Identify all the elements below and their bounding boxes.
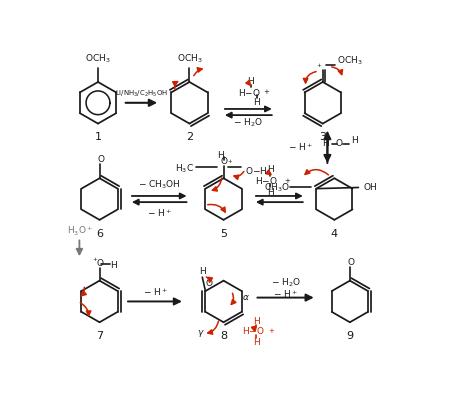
Text: O: O xyxy=(98,155,105,164)
Text: 3: 3 xyxy=(319,132,326,142)
Text: O: O xyxy=(220,157,227,166)
Text: H: H xyxy=(322,139,329,148)
Text: $-$ H$_2$O: $-$ H$_2$O xyxy=(233,117,264,129)
Text: $\gamma$: $\gamma$ xyxy=(197,328,205,339)
Text: H: H xyxy=(247,77,254,86)
Text: 1: 1 xyxy=(94,132,101,142)
Text: OH: OH xyxy=(363,183,377,192)
Text: +: + xyxy=(263,89,269,95)
Text: OCH$_3$: OCH$_3$ xyxy=(337,54,363,67)
Text: $\alpha$: $\alpha$ xyxy=(242,293,250,302)
Text: H: H xyxy=(351,136,357,145)
Text: O: O xyxy=(348,258,355,267)
Text: H$-$O: H$-$O xyxy=(238,87,261,97)
Text: +: + xyxy=(228,159,232,164)
Text: H: H xyxy=(253,317,259,326)
Text: O: O xyxy=(206,279,213,288)
Text: O$-$H: O$-$H xyxy=(245,165,268,176)
Text: H: H xyxy=(253,338,259,347)
Text: H$-$O: H$-$O xyxy=(242,325,264,336)
Text: H: H xyxy=(254,98,260,107)
Text: 2: 2 xyxy=(186,132,193,142)
Text: O: O xyxy=(96,259,103,268)
Text: H: H xyxy=(217,151,224,160)
Text: $-$ H$^+$: $-$ H$^+$ xyxy=(273,288,298,300)
Text: 8: 8 xyxy=(220,331,227,341)
Text: $-$ H$_2$O: $-$ H$_2$O xyxy=(271,277,301,289)
Text: OCH$_3$: OCH$_3$ xyxy=(177,53,202,65)
Text: CH$_3$O: CH$_3$O xyxy=(264,181,290,194)
Text: $-$ CH$_3$OH: $-$ CH$_3$OH xyxy=(138,179,181,191)
Text: 6: 6 xyxy=(96,229,103,239)
Text: 7: 7 xyxy=(96,331,103,341)
Text: 9: 9 xyxy=(346,331,354,341)
Text: H$-$O: H$-$O xyxy=(255,175,278,186)
Text: Li/NH$_3$/C$_2$H$_5$OH: Li/NH$_3$/C$_2$H$_5$OH xyxy=(115,89,168,99)
Text: O: O xyxy=(336,139,343,148)
Text: $-$ H$^+$: $-$ H$^+$ xyxy=(288,142,313,153)
Text: H$_3$C: H$_3$C xyxy=(175,163,194,175)
Text: H: H xyxy=(110,261,117,270)
Text: OCH$_3$: OCH$_3$ xyxy=(85,53,111,65)
Text: H$_3$O$^+$: H$_3$O$^+$ xyxy=(67,225,93,238)
Text: $-$ H$^+$: $-$ H$^+$ xyxy=(146,207,172,219)
Text: $-$ H$^+$: $-$ H$^+$ xyxy=(143,286,168,298)
Text: +: + xyxy=(269,328,274,334)
Text: 4: 4 xyxy=(331,229,338,239)
Text: H: H xyxy=(267,164,273,174)
Text: +: + xyxy=(284,178,290,184)
Text: +: + xyxy=(92,257,97,261)
Text: H: H xyxy=(199,267,206,275)
Text: +: + xyxy=(317,63,321,67)
Text: 5: 5 xyxy=(220,229,227,239)
Text: H: H xyxy=(267,188,273,196)
